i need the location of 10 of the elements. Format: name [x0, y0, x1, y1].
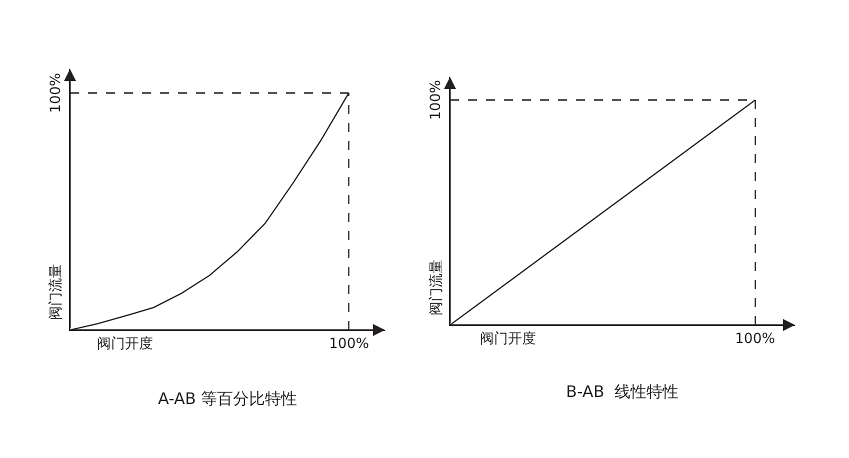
y-axis-title: 阀门流量	[428, 260, 444, 316]
x-axis-title: 阀门开度	[480, 331, 536, 347]
text: B-AB 线性特性	[566, 382, 678, 401]
text: 100%	[735, 331, 776, 347]
y-axis-title: 阀门流量	[48, 264, 64, 320]
text: 100%	[329, 336, 370, 352]
text: 100%	[48, 72, 64, 113]
annotation: 100%	[428, 80, 444, 120]
text: A-AB 等百分比特性	[158, 389, 298, 408]
x-axis-title: 阀门开度	[97, 336, 153, 352]
